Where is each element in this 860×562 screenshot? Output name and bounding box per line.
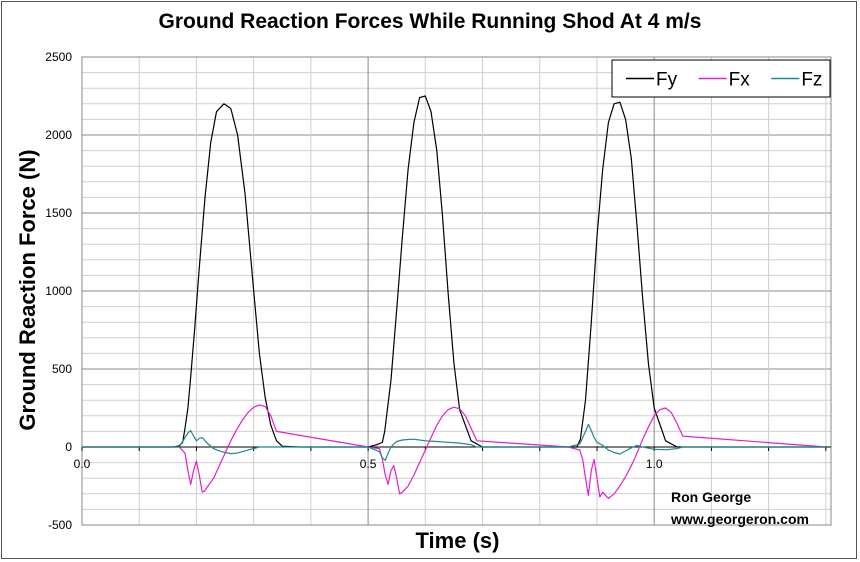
series-line-fy <box>82 95 826 448</box>
y-tick-label: 1500 <box>45 206 72 220</box>
chart-title: Ground Reaction Forces While Running Sho… <box>158 10 702 33</box>
y-tick-label: -500 <box>48 518 72 532</box>
y-tick-label: 500 <box>52 362 72 376</box>
x-tick-label: 0.5 <box>360 457 377 471</box>
legend-label-fz: Fz <box>801 70 822 91</box>
author-credit: Ron George <box>671 489 752 505</box>
y-tick-label: 2500 <box>45 50 72 64</box>
x-axis-label: Time (s) <box>415 528 500 553</box>
legend: Fy Fx Fz <box>611 59 831 98</box>
legend-label-fy: Fy <box>656 70 678 91</box>
x-tick-label: 0.0 <box>74 457 91 471</box>
plot-area-border <box>81 56 832 526</box>
grid <box>81 56 832 526</box>
y-tick-label: 2000 <box>45 128 72 142</box>
legend-label-fx: Fx <box>729 70 751 91</box>
y-tick-label: 0 <box>65 440 72 454</box>
series-line-fz <box>82 423 826 461</box>
website-credit: www.georgeron.com <box>671 511 809 527</box>
y-tick-label: 1000 <box>45 284 72 298</box>
series-line-fx <box>82 404 826 500</box>
y-axis-label: Ground Reaction Force (N) <box>15 149 40 431</box>
x-tick-label: 1.0 <box>646 457 663 471</box>
series-lines <box>82 95 826 500</box>
tick-labels: -500 0 500 1000 1500 2000 2500 0.0 0.5 1.0 <box>45 50 663 532</box>
